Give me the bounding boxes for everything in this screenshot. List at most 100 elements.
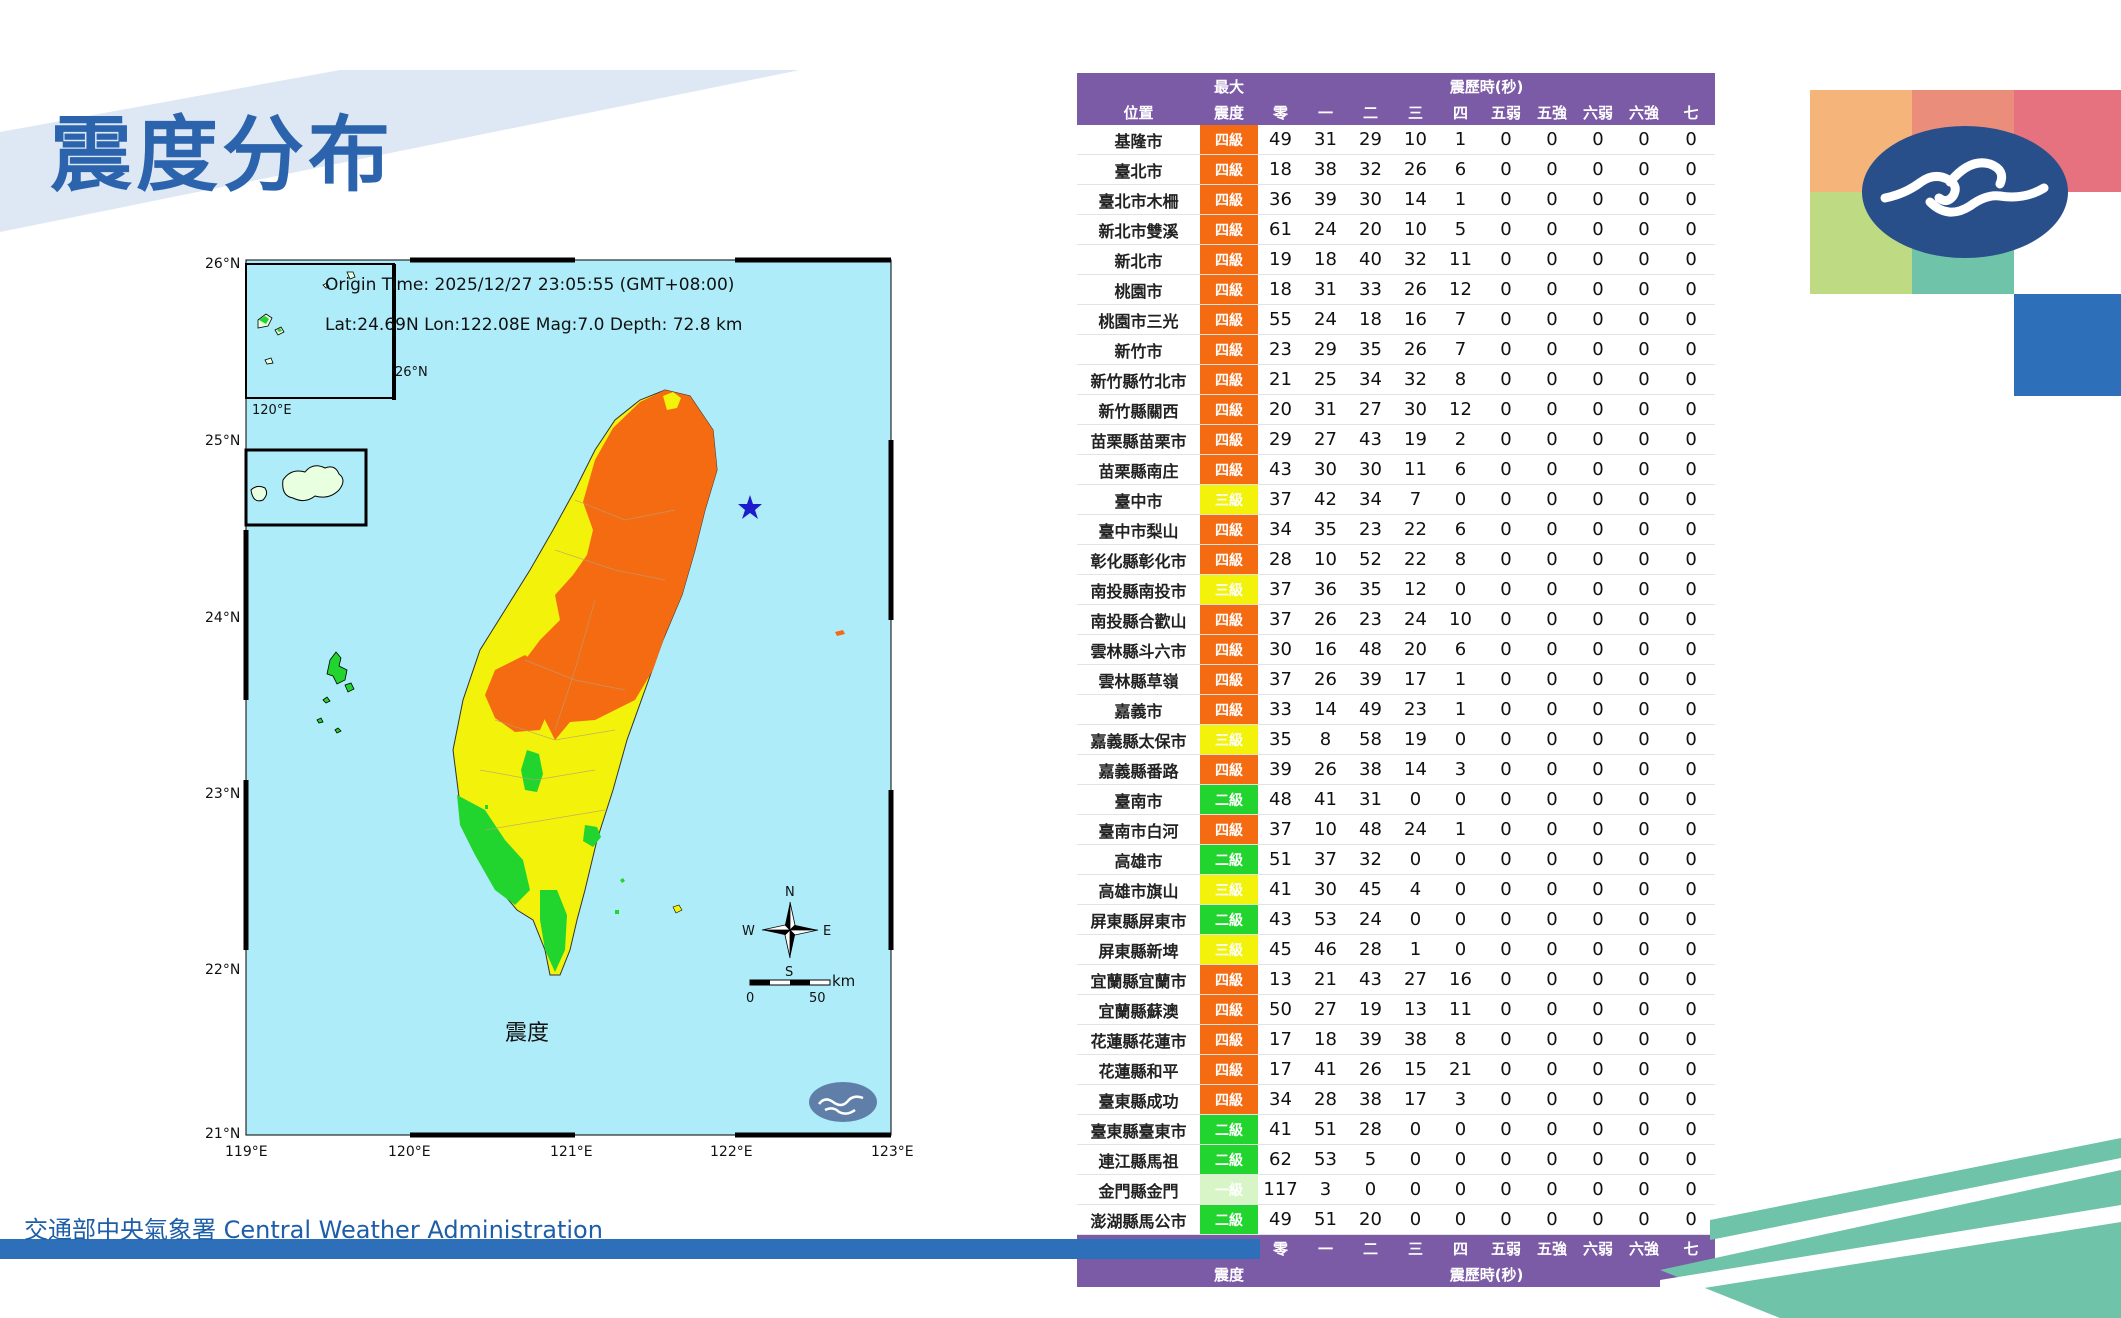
row-duration-value: 0	[1529, 1174, 1575, 1205]
row-duration-value: 10	[1393, 214, 1438, 245]
row-max-intensity: 四級	[1200, 364, 1258, 395]
row-duration-value: 23	[1258, 334, 1303, 365]
row-duration-value: 19	[1393, 724, 1438, 755]
row-duration-value: 0	[1667, 1114, 1716, 1145]
footer-max-bottom: 震度	[1200, 1261, 1258, 1287]
row-duration-value: 0	[1393, 1114, 1438, 1145]
row-duration-value: 7	[1438, 334, 1483, 365]
row-duration-value: 0	[1483, 154, 1529, 185]
row-duration-value: 0	[1621, 544, 1667, 575]
table-row: 雲林縣草嶺 四級 37 26 39 17 1 0 0 0 0 0	[1077, 664, 1716, 695]
row-duration-value: 0	[1667, 364, 1716, 395]
row-duration-value: 0	[1483, 214, 1529, 245]
row-duration-value: 0	[1393, 904, 1438, 935]
row-duration-value: 39	[1348, 1024, 1393, 1055]
row-duration-value: 26	[1393, 154, 1438, 185]
row-duration-value: 10	[1303, 814, 1348, 845]
row-duration-value: 0	[1483, 334, 1529, 365]
epicenter-detail-text: Lat:24.69N Lon:122.08E Mag:7.0 Depth: 72…	[325, 315, 742, 335]
row-duration-value: 0	[1529, 1114, 1575, 1145]
header-level: 零	[1258, 99, 1303, 125]
row-duration-value: 0	[1438, 1144, 1483, 1175]
row-max-intensity: 四級	[1200, 1054, 1258, 1085]
row-duration-value: 11	[1438, 994, 1483, 1025]
row-duration-value: 8	[1438, 544, 1483, 575]
row-duration-value: 18	[1348, 304, 1393, 335]
row-duration-value: 0	[1667, 1084, 1716, 1115]
row-duration-value: 0	[1575, 1204, 1621, 1235]
row-duration-value: 45	[1258, 934, 1303, 965]
row-duration-value: 30	[1393, 394, 1438, 425]
row-duration-value: 0	[1667, 874, 1716, 905]
row-duration-value: 0	[1438, 844, 1483, 875]
row-duration-value: 0	[1621, 664, 1667, 695]
row-duration-value: 0	[1529, 454, 1575, 485]
row-duration-value: 0	[1621, 574, 1667, 605]
row-duration-value: 41	[1303, 1054, 1348, 1085]
row-max-intensity: 四級	[1200, 754, 1258, 785]
row-duration-value: 1	[1438, 184, 1483, 215]
row-duration-value: 0	[1529, 1144, 1575, 1175]
row-duration-value: 0	[1667, 1204, 1716, 1235]
row-duration-value: 34	[1258, 514, 1303, 545]
row-duration-value: 0	[1667, 994, 1716, 1025]
row-location: 臺東縣成功	[1077, 1084, 1200, 1115]
row-duration-value: 0	[1667, 214, 1716, 245]
row-duration-value: 0	[1621, 934, 1667, 965]
lon-label-122: 122°E	[710, 1144, 753, 1160]
lat-label-24: 24°N	[205, 610, 240, 626]
compass-s: S	[785, 965, 793, 980]
row-duration-value: 0	[1621, 1144, 1667, 1175]
row-duration-value: 0	[1621, 844, 1667, 875]
row-duration-value: 0	[1575, 514, 1621, 545]
footer-level: 六弱	[1575, 1234, 1621, 1261]
row-duration-value: 25	[1303, 364, 1348, 395]
row-max-intensity: 四級	[1200, 274, 1258, 305]
row-duration-value: 24	[1303, 214, 1348, 245]
row-duration-value: 0	[1667, 904, 1716, 935]
row-duration-value: 0	[1483, 934, 1529, 965]
row-duration-value: 38	[1303, 154, 1348, 185]
row-duration-value: 29	[1258, 424, 1303, 455]
footer-level: 五弱	[1483, 1234, 1529, 1261]
row-duration-value: 0	[1575, 1174, 1621, 1205]
row-duration-value: 20	[1258, 394, 1303, 425]
row-duration-value: 0	[1667, 634, 1716, 665]
table-row: 臺東縣成功 四級 34 28 38 17 3 0 0 0 0 0	[1077, 1084, 1716, 1115]
table-row: 桃園市三光 四級 55 24 18 16 7 0 0 0 0 0	[1077, 304, 1716, 335]
header-level: 七	[1667, 99, 1716, 125]
header-level: 二	[1348, 99, 1393, 125]
row-duration-value: 0	[1575, 814, 1621, 845]
table-row: 屏東縣新埤 三級 45 46 28 1 0 0 0 0 0 0	[1077, 934, 1716, 965]
row-duration-value: 0	[1529, 604, 1575, 635]
row-duration-value: 0	[1575, 364, 1621, 395]
row-duration-value: 0	[1483, 694, 1529, 725]
lat-label-21: 21°N	[205, 1126, 240, 1142]
row-duration-value: 41	[1258, 874, 1303, 905]
row-duration-value: 0	[1575, 694, 1621, 725]
table-row: 新北市雙溪 四級 61 24 20 10 5 0 0 0 0 0	[1077, 214, 1716, 245]
epicenter-star	[738, 495, 762, 519]
row-duration-value: 36	[1303, 574, 1348, 605]
row-duration-value: 16	[1438, 964, 1483, 995]
row-max-intensity: 四級	[1200, 154, 1258, 185]
row-duration-value: 30	[1303, 874, 1348, 905]
row-duration-value: 0	[1575, 664, 1621, 695]
row-duration-value: 1	[1393, 934, 1438, 965]
row-duration-value: 0	[1483, 125, 1529, 155]
row-max-intensity: 四級	[1200, 994, 1258, 1025]
row-duration-value: 0	[1529, 664, 1575, 695]
row-location: 新竹市	[1077, 334, 1200, 365]
row-duration-value: 0	[1621, 784, 1667, 815]
row-duration-value: 0	[1621, 334, 1667, 365]
row-duration-value: 0	[1575, 754, 1621, 785]
row-max-intensity: 四級	[1200, 1084, 1258, 1115]
table-row: 南投縣南投市 三級 37 36 35 12 0 0 0 0 0 0	[1077, 574, 1716, 605]
row-location: 雲林縣斗六市	[1077, 634, 1200, 665]
row-duration-value: 0	[1621, 1024, 1667, 1055]
row-duration-value: 18	[1303, 244, 1348, 275]
row-duration-value: 0	[1483, 1054, 1529, 1085]
row-duration-value: 5	[1348, 1144, 1393, 1175]
row-duration-value: 0	[1483, 1204, 1529, 1235]
row-duration-value: 24	[1303, 304, 1348, 335]
